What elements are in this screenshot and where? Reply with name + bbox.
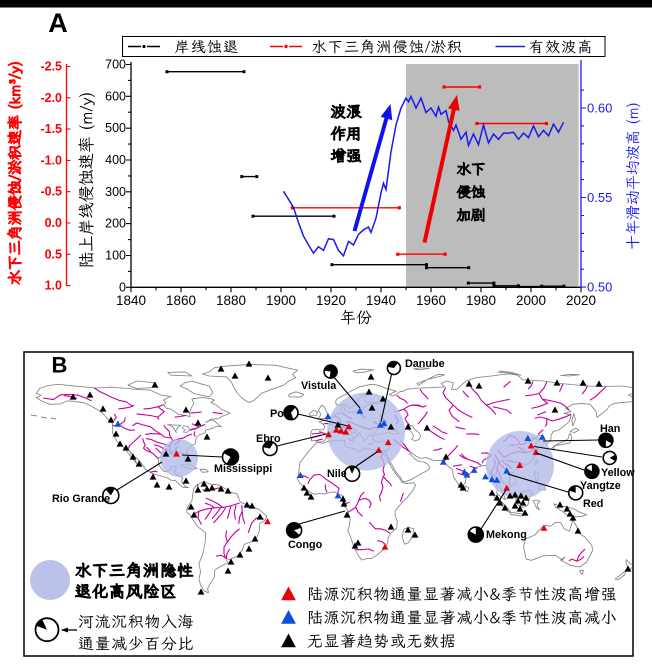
svg-text:1860: 1860 — [166, 293, 196, 308]
svg-text:-2.5: -2.5 — [40, 60, 62, 74]
svg-text:Po: Po — [270, 408, 284, 420]
svg-text:500: 500 — [105, 121, 126, 135]
svg-text:1840: 1840 — [116, 293, 146, 308]
svg-text:1940: 1940 — [366, 293, 396, 308]
svg-text:-2.0: -2.0 — [40, 91, 62, 105]
svg-text:Yellow: Yellow — [601, 467, 635, 479]
svg-text:1980: 1980 — [466, 293, 496, 308]
svg-text:400: 400 — [105, 153, 126, 167]
svg-text:0.0: 0.0 — [45, 216, 62, 230]
svg-text:-0.5: -0.5 — [40, 185, 62, 199]
svg-text:Yangtze: Yangtze — [580, 480, 621, 492]
svg-text:Danube: Danube — [405, 358, 445, 370]
svg-text:0.60: 0.60 — [587, 101, 612, 116]
svg-text:Vistula: Vistula — [301, 380, 337, 392]
svg-text:0.50: 0.50 — [587, 280, 612, 295]
svg-text:0.5: 0.5 — [45, 247, 62, 261]
svg-text:100: 100 — [105, 249, 126, 263]
svg-text:200: 200 — [105, 217, 126, 231]
svg-text:Red: Red — [583, 498, 603, 510]
svg-text:1900: 1900 — [266, 293, 296, 308]
svg-text:Mekong: Mekong — [486, 529, 527, 541]
svg-text:1960: 1960 — [416, 293, 446, 308]
svg-text:2000: 2000 — [516, 293, 546, 308]
svg-text:-1.5: -1.5 — [40, 122, 62, 136]
svg-text:Nile: Nile — [327, 468, 347, 480]
svg-text:600: 600 — [105, 89, 126, 103]
svg-text:Congo: Congo — [288, 539, 323, 551]
svg-text:1880: 1880 — [216, 293, 246, 308]
svg-text:Han: Han — [600, 423, 620, 435]
svg-text:0: 0 — [119, 280, 126, 294]
svg-text:1.0: 1.0 — [45, 279, 62, 293]
svg-text:Rio Grande: Rio Grande — [52, 493, 110, 505]
svg-text:Mississippi: Mississippi — [214, 463, 272, 475]
svg-text:B: B — [52, 353, 68, 378]
svg-text:2020: 2020 — [566, 293, 596, 308]
svg-text:Ebro: Ebro — [256, 433, 281, 445]
svg-text:1920: 1920 — [316, 293, 346, 308]
svg-text:0.55: 0.55 — [587, 190, 612, 205]
svg-text:300: 300 — [105, 185, 126, 199]
svg-text:-1.0: -1.0 — [40, 153, 62, 167]
svg-text:700: 700 — [105, 58, 126, 72]
svg-text:A: A — [48, 8, 68, 38]
